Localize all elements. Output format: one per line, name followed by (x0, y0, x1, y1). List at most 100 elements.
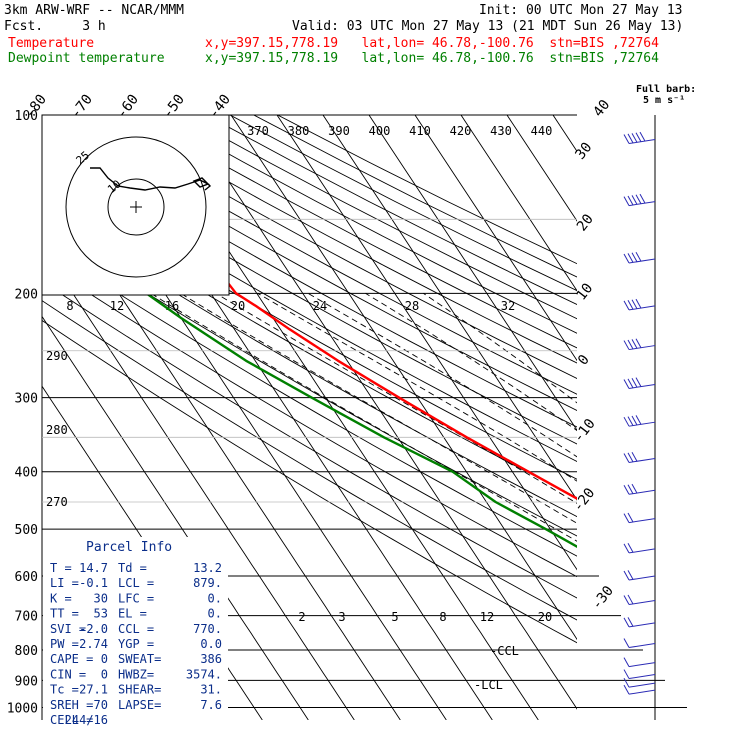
wind-barb (623, 669, 656, 680)
barb-legend-unit: 5 m s⁻¹ (643, 95, 685, 106)
mixing-ratio-label: 20 (538, 610, 552, 624)
parcel-info-cell: PW = (50, 637, 79, 651)
moist-adiabat-label: 20 (231, 299, 245, 313)
barb-shaft (628, 518, 656, 524)
isotherm-line (276, 115, 577, 571)
wind-barb (623, 193, 656, 207)
barb-feather (631, 195, 638, 205)
parcel-info-cell: 0. (208, 591, 222, 605)
theta-left-label: 280 (46, 423, 68, 437)
wind-barb (623, 677, 656, 688)
wind-barb (623, 298, 656, 311)
barb-feather (627, 484, 634, 494)
ccl-annotation: -CCL (490, 644, 519, 658)
isotherm-line (645, 115, 740, 720)
temperature-legend: Temperature (8, 36, 95, 51)
parcel-info-cell: K = (50, 591, 72, 605)
isotherm-line (184, 115, 577, 710)
dry-adiabat-line (42, 300, 577, 621)
isotherm-line (322, 115, 577, 501)
parcel-info-cell: -2.0 (79, 622, 108, 636)
barb-feather (623, 657, 630, 667)
isotherm-line (599, 115, 740, 720)
barb-feather (627, 378, 634, 389)
dry-adiabat-line (229, 115, 577, 292)
dry-adiabat-line (42, 145, 577, 445)
wind-barb (623, 638, 656, 649)
barb-feather (623, 379, 630, 389)
barb-feather (635, 298, 642, 309)
parcel-info-cell: 70 (94, 698, 108, 712)
barb-feather (627, 253, 634, 263)
parcel-info-cell: 3574. (186, 667, 222, 681)
barb-feather (631, 339, 638, 349)
barb-feather (631, 299, 638, 309)
barb-shaft (628, 345, 656, 351)
parcel-info-cell: Tc = (50, 683, 79, 697)
parcel-info-cell: 879. (193, 576, 222, 590)
barb-feather (635, 251, 642, 262)
barb-feather (635, 338, 642, 349)
barb-shaft (628, 305, 656, 311)
dry-adiabat-line (63, 115, 577, 395)
hodograph-ring (65, 136, 207, 278)
dry-adiabat-line (42, 319, 577, 644)
barb-shaft (628, 258, 656, 264)
pressure-tick-label: 300 (15, 392, 38, 407)
isotherm-line (138, 115, 539, 720)
isotherm-label: -20 (570, 485, 598, 515)
parcel-info-cell: SREH = (50, 698, 93, 712)
barb-shaft (628, 600, 656, 606)
barb-feather (623, 513, 630, 523)
barb-feather (627, 617, 634, 627)
theta-e-label: 430 (490, 124, 512, 138)
pressure-tick-label: 1000 (7, 701, 38, 716)
isotherm-line (368, 115, 577, 431)
parcel-info-cell: 30 (94, 591, 108, 605)
parcel-info-cell: 770. (193, 622, 222, 636)
wind-barb (623, 131, 656, 145)
isotherm-line (460, 115, 577, 292)
barb-feather (635, 377, 642, 387)
barb-feather (623, 669, 630, 679)
wind-barb (623, 657, 656, 668)
barb-shaft (628, 643, 656, 649)
hodograph-ring (107, 178, 165, 236)
wind-barb (623, 415, 656, 427)
mixing-ratio-label: 2 (298, 610, 305, 624)
wind-barb (623, 251, 656, 264)
theta-e-label: 400 (369, 124, 391, 138)
background-lines (42, 115, 740, 720)
mixing-ratio-line (704, 576, 740, 720)
moist-adiabat-label: 32 (501, 299, 515, 313)
pressure-tick-label: 500 (15, 523, 38, 538)
barb-shaft (628, 682, 656, 688)
parcel-info-cell: 7.6 (200, 698, 222, 712)
moist-adiabat-line (257, 292, 577, 482)
fcst-label: Fcst. 3 h (4, 19, 106, 34)
isotherm-line (92, 115, 493, 720)
barb-feather (627, 512, 634, 523)
dry-adiabat-line (42, 209, 577, 518)
barb-feather (623, 677, 630, 688)
dry-adiabat-line (42, 176, 577, 480)
parcel-info-cell: TT = (50, 607, 79, 621)
barb-shaft (628, 457, 656, 463)
barb-feather (623, 453, 630, 463)
parcel-info-cell: LAPSE= (118, 698, 161, 712)
barb-feather (623, 340, 630, 350)
barb-feather (631, 483, 638, 494)
barb-feather (623, 416, 630, 427)
barb-feather (623, 485, 630, 495)
parcel-info-cell: 27.1 (79, 683, 108, 697)
dry-adiabat-line (205, 115, 577, 305)
parcel-info-cell: 14.7 (79, 561, 108, 575)
isotherm-line (46, 115, 447, 720)
parcel-info-cell: 0.0 (200, 637, 222, 651)
isotherm-label: 30 (572, 140, 595, 163)
parcel-info-cell: 244/16 (65, 713, 108, 727)
isotherm-line (230, 115, 577, 641)
pressure-tick-label: 100 (15, 109, 38, 124)
parcel-info-cell: SVI = (50, 622, 86, 636)
theta-e-label: 370 (247, 124, 269, 138)
